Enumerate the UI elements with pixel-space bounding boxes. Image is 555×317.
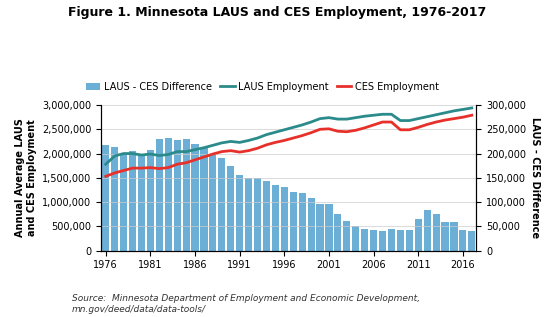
- Bar: [272, 185, 279, 250]
- Text: Source:  Minnesota Department of Employment and Economic Development,
mn.gov/dee: Source: Minnesota Department of Employme…: [72, 294, 420, 314]
- Bar: [370, 230, 377, 250]
- Bar: [129, 151, 136, 250]
- Bar: [102, 145, 109, 250]
- Bar: [325, 204, 332, 250]
- Bar: [191, 144, 199, 250]
- Legend: LAUS - CES Difference, LAUS Employment, CES Employment: LAUS - CES Difference, LAUS Employment, …: [82, 78, 443, 96]
- Bar: [263, 181, 270, 250]
- Bar: [423, 210, 431, 250]
- Bar: [361, 229, 368, 250]
- Bar: [415, 219, 422, 250]
- Bar: [352, 226, 359, 250]
- Bar: [245, 178, 252, 250]
- Bar: [450, 223, 457, 250]
- Bar: [111, 147, 118, 250]
- Bar: [120, 153, 127, 250]
- Bar: [460, 230, 466, 250]
- Bar: [138, 154, 145, 250]
- Bar: [388, 229, 395, 250]
- Bar: [432, 214, 440, 250]
- Y-axis label: Annual Average LAUS
and CES Employment: Annual Average LAUS and CES Employment: [15, 118, 37, 237]
- Bar: [334, 214, 341, 250]
- Bar: [200, 147, 208, 250]
- Text: Figure 1. Minnesota LAUS and CES Employment, 1976-2017: Figure 1. Minnesota LAUS and CES Employm…: [68, 6, 487, 19]
- Bar: [379, 231, 386, 250]
- Bar: [236, 175, 243, 250]
- Bar: [218, 158, 225, 250]
- Bar: [316, 204, 324, 250]
- Bar: [468, 231, 476, 250]
- Bar: [147, 150, 154, 250]
- Bar: [281, 187, 288, 250]
- Bar: [174, 140, 181, 250]
- Bar: [307, 198, 315, 250]
- Bar: [183, 139, 190, 250]
- Bar: [406, 230, 413, 250]
- Bar: [227, 166, 234, 250]
- Bar: [343, 222, 350, 250]
- Bar: [441, 222, 448, 250]
- Bar: [397, 230, 404, 250]
- Bar: [165, 138, 172, 250]
- Y-axis label: LAUS - CES Difference: LAUS - CES Difference: [530, 117, 540, 238]
- Bar: [156, 139, 163, 250]
- Bar: [290, 192, 297, 250]
- Bar: [254, 178, 261, 250]
- Bar: [209, 156, 216, 250]
- Bar: [299, 193, 306, 250]
